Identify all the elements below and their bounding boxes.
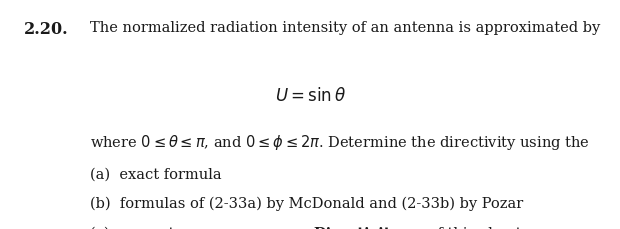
Text: where $0 \leq \theta \leq \pi$, and $0 \leq \phi \leq 2\pi$. Determine the direc: where $0 \leq \theta \leq \pi$, and $0 \… bbox=[90, 133, 590, 152]
Text: Directivity: Directivity bbox=[314, 227, 399, 229]
Text: (b)  formulas of (2-33a) by McDonald and (2-33b) by Pozar: (b) formulas of (2-33a) by McDonald and … bbox=[90, 197, 523, 211]
Text: The normalized radiation intensity of an antenna is approximated by: The normalized radiation intensity of an… bbox=[90, 21, 600, 35]
Text: (c)  computer program: (c) computer program bbox=[90, 227, 263, 229]
Text: (a)  exact formula: (a) exact formula bbox=[90, 167, 221, 181]
Text: $U = \sin\theta$: $U = \sin\theta$ bbox=[275, 87, 345, 105]
Text: of this chapter.: of this chapter. bbox=[425, 227, 541, 229]
Text: 2.20.: 2.20. bbox=[24, 21, 68, 38]
